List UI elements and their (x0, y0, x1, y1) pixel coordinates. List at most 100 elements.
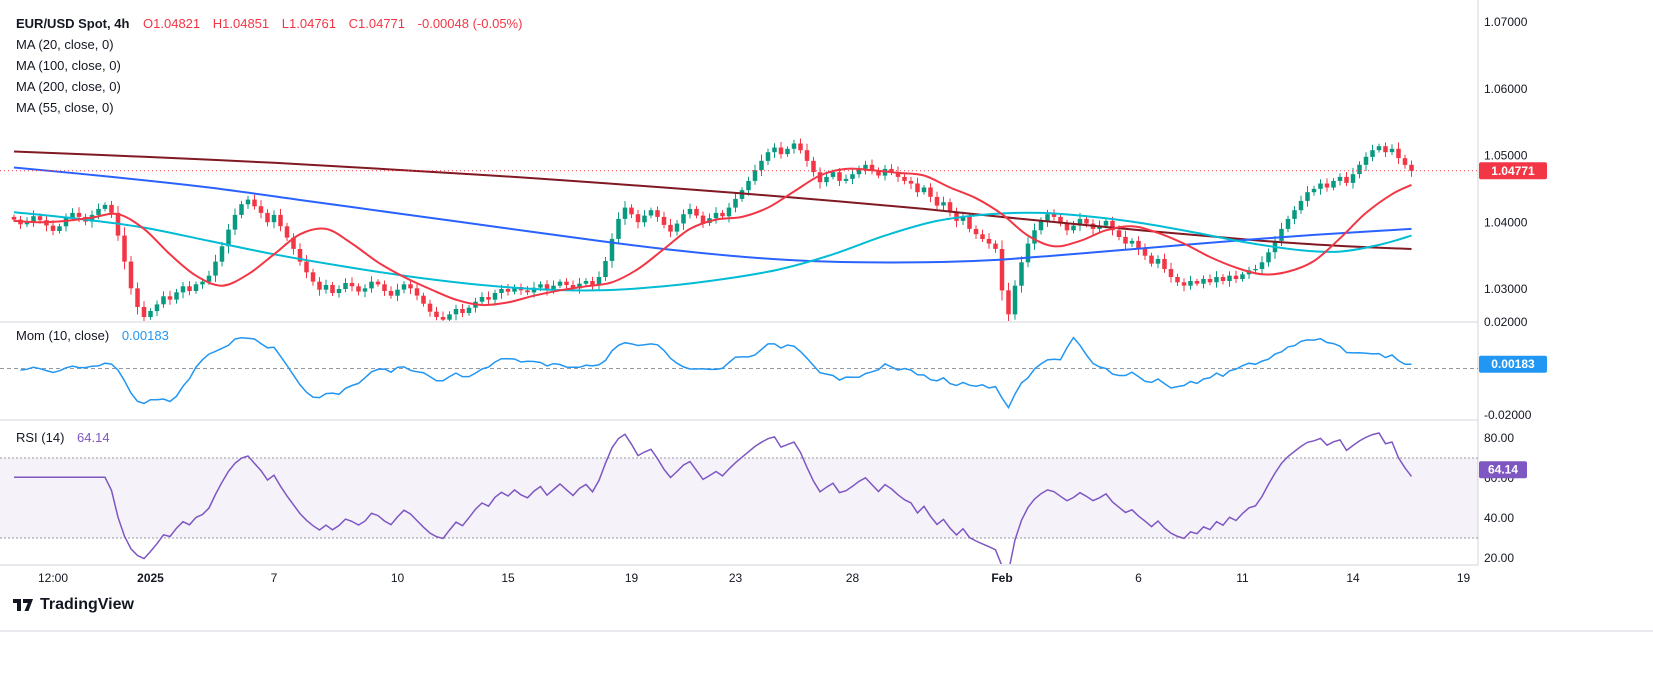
candle (642, 215, 647, 223)
candle (349, 283, 355, 287)
price-badge[interactable]: 1.04771 (1479, 162, 1547, 180)
candle (284, 226, 290, 238)
candle (583, 281, 589, 284)
candle (343, 283, 348, 289)
candle (408, 284, 413, 289)
candle (239, 204, 244, 215)
candle (1194, 281, 1200, 284)
svg-text:1.04771: 1.04771 (1491, 164, 1535, 178)
candle (1227, 275, 1232, 281)
candle (960, 216, 966, 221)
candle (1025, 243, 1031, 263)
candle (1311, 188, 1317, 193)
candle (1064, 223, 1070, 231)
candle (1136, 240, 1141, 249)
candle (330, 285, 335, 293)
candle (265, 212, 270, 223)
candle (934, 196, 940, 206)
candle (96, 208, 101, 215)
candle (577, 283, 582, 289)
candle (694, 208, 699, 216)
momentum-badge[interactable]: 0.00183 (1479, 355, 1547, 373)
candle (453, 309, 459, 315)
candle (323, 285, 329, 290)
candle (1376, 146, 1382, 151)
candle (791, 143, 797, 149)
candle (109, 204, 114, 213)
candle (57, 226, 62, 231)
panel-dividers (0, 0, 1653, 632)
time-axis-label: 2025 (137, 571, 164, 585)
momentum-line (20, 336, 1412, 410)
candle (609, 238, 615, 261)
price-axis-label: 1.03000 (1484, 282, 1528, 296)
candle (447, 314, 452, 320)
candle (733, 198, 738, 208)
candle (434, 311, 439, 317)
candle (1220, 277, 1226, 281)
time-axis-label: 23 (729, 571, 743, 585)
candle (1331, 180, 1336, 188)
candle (1318, 183, 1323, 189)
price-axis-label: 1.07000 (1484, 15, 1528, 29)
candles-layer (11, 138, 1414, 321)
candle (291, 237, 296, 249)
candle (830, 172, 836, 177)
candle (245, 199, 251, 205)
tradingview-logo[interactable]: TradingView (12, 594, 134, 616)
candle (102, 204, 108, 209)
candle (1012, 285, 1018, 315)
candle (798, 143, 803, 151)
candle (70, 212, 75, 218)
candle (895, 172, 901, 177)
candle (941, 202, 946, 206)
candle (180, 286, 186, 293)
candle (512, 287, 517, 292)
ma100-legend: MA (100, close, 0) (16, 58, 121, 73)
candle (622, 207, 628, 219)
candle (570, 285, 576, 289)
candle (382, 284, 387, 291)
candle (726, 207, 732, 217)
candle (219, 246, 225, 262)
candle (1175, 277, 1180, 283)
candle (973, 228, 979, 235)
candle (369, 281, 374, 289)
candle (278, 214, 283, 227)
price-axis[interactable]: 1.07000 1.06000 1.05000 1.04000 1.03000 0.020… (1484, 15, 1532, 565)
candle (1058, 216, 1063, 224)
candle (551, 285, 556, 290)
candle (1292, 210, 1297, 219)
candle (1110, 220, 1115, 231)
candle (544, 284, 550, 290)
candle (967, 216, 972, 229)
candle (122, 235, 127, 262)
candle (1188, 281, 1193, 286)
rsi-badge[interactable]: 64.14 (1479, 461, 1527, 479)
candle (908, 180, 914, 184)
candle (1051, 214, 1057, 217)
time-axis[interactable]: 12:00 2025 7 10 15 19 23 28 Feb 6 11 14 19 (38, 571, 1471, 585)
candle (804, 150, 810, 161)
candle (720, 212, 725, 217)
rsi-legend: RSI (14) 64.14 (16, 430, 110, 445)
candle (1129, 240, 1135, 244)
candle (258, 206, 264, 213)
candle (492, 293, 498, 300)
candle (1071, 225, 1076, 231)
rsi-axis-label: 80.00 (1484, 431, 1514, 445)
candle (1103, 220, 1109, 226)
candle (1298, 200, 1304, 211)
candle (1084, 218, 1089, 224)
candle (869, 164, 875, 171)
candle (843, 178, 849, 181)
candle (674, 223, 680, 232)
candle (375, 281, 381, 285)
momentum-legend-label: Mom (10, close) (16, 328, 110, 343)
candle (466, 307, 472, 313)
candle (713, 212, 719, 219)
ma-100-line (13, 166, 1412, 264)
candle (824, 176, 829, 183)
candle (811, 160, 816, 173)
